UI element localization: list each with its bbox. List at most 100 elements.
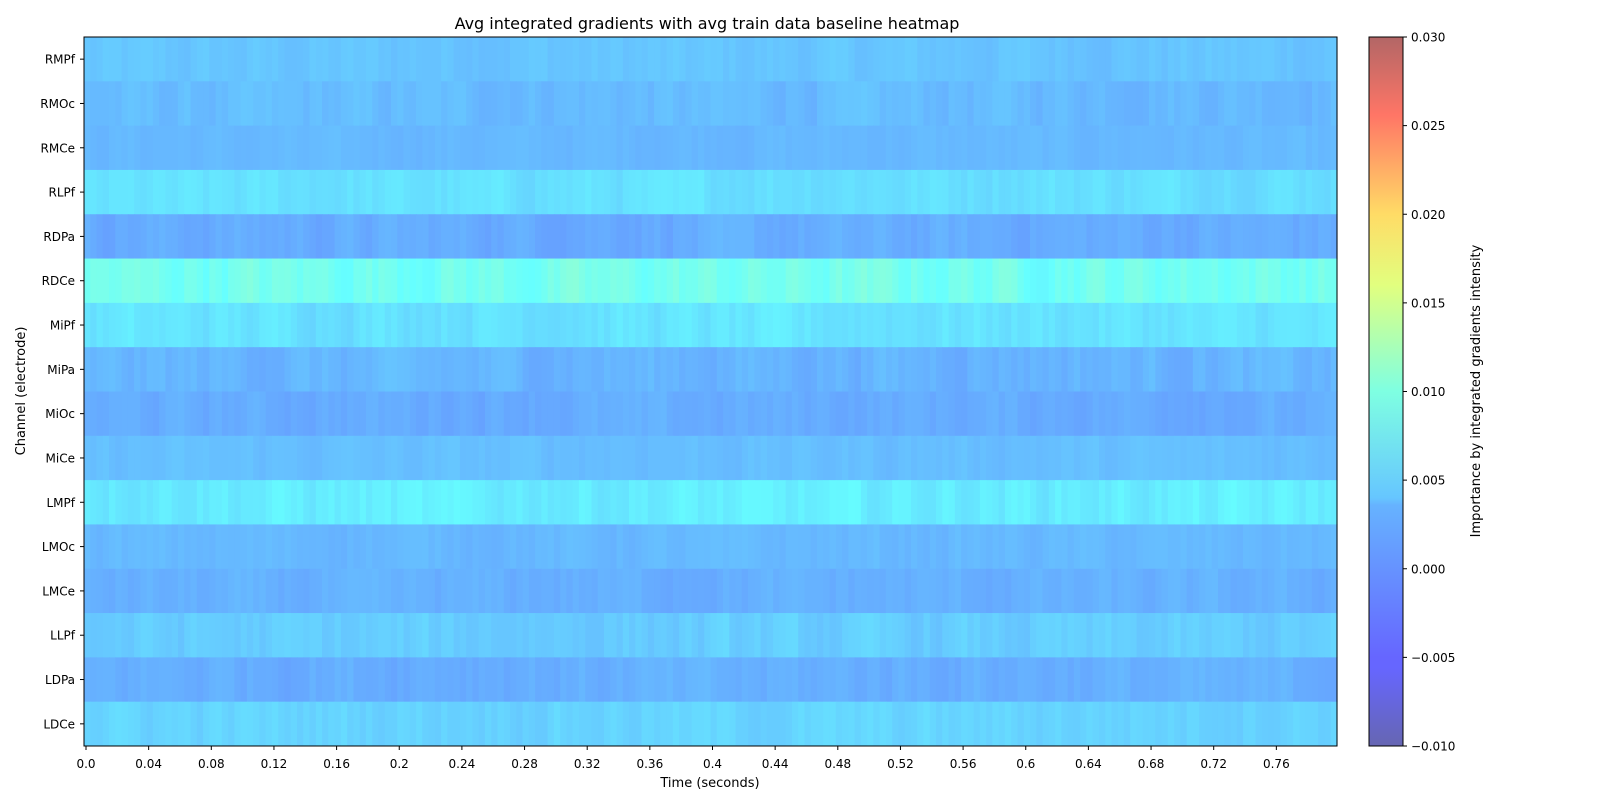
heatmap-cell xyxy=(961,391,968,437)
heatmap-cell xyxy=(459,169,467,215)
heatmap-cell xyxy=(1030,480,1037,525)
heatmap-cell xyxy=(735,214,743,259)
heatmap-cell xyxy=(1186,81,1194,127)
heatmap-cell xyxy=(259,125,267,171)
heatmap-cell xyxy=(1017,524,1025,570)
heatmap-cell xyxy=(610,524,618,570)
heatmap-cell xyxy=(910,657,918,703)
heatmap-cell xyxy=(560,613,567,658)
heatmap-cell xyxy=(1117,37,1125,82)
heatmap-cell xyxy=(459,37,467,82)
heatmap-cell xyxy=(760,568,768,614)
heatmap-cell xyxy=(1011,81,1019,127)
heatmap-cell xyxy=(491,125,499,171)
heatmap-cell xyxy=(102,258,110,304)
heatmap-cell xyxy=(647,657,655,703)
heatmap-cell xyxy=(817,169,824,215)
heatmap-cell xyxy=(353,125,361,171)
heatmap-cell xyxy=(121,568,129,614)
x-tick-label: 0.12 xyxy=(261,757,288,771)
heatmap-cell xyxy=(165,81,173,127)
heatmap-cell xyxy=(234,214,242,259)
heatmap-cell xyxy=(278,37,286,82)
heatmap-cell xyxy=(365,125,373,171)
heatmap-cell xyxy=(84,391,91,437)
heatmap-cell xyxy=(1217,125,1225,171)
heatmap-cell xyxy=(466,125,474,171)
heatmap-cell xyxy=(365,81,373,127)
heatmap-cell xyxy=(472,391,480,437)
heatmap-cell xyxy=(547,701,555,747)
heatmap-cell xyxy=(334,657,342,703)
heatmap-cell xyxy=(854,258,862,304)
heatmap-cell xyxy=(1280,214,1288,259)
heatmap-cell xyxy=(215,435,223,481)
heatmap-cell xyxy=(622,81,630,127)
heatmap-cell xyxy=(484,125,492,171)
heatmap-cell xyxy=(754,391,762,437)
heatmap-cell xyxy=(1255,347,1263,392)
heatmap-cell xyxy=(647,37,655,82)
heatmap-cell xyxy=(359,480,367,525)
heatmap-cell xyxy=(585,480,593,525)
heatmap-cell xyxy=(1149,81,1156,127)
heatmap-cell xyxy=(1255,701,1263,747)
heatmap-cell xyxy=(898,480,906,525)
heatmap-cell xyxy=(1192,613,1200,658)
heatmap-cell xyxy=(867,81,874,127)
heatmap-cell xyxy=(597,347,605,392)
heatmap-cell xyxy=(278,480,286,525)
heatmap-cell xyxy=(1073,524,1081,570)
heatmap-cell xyxy=(804,125,812,171)
heatmap-cell xyxy=(842,480,849,525)
heatmap-cell xyxy=(203,169,210,215)
heatmap-cell xyxy=(867,302,874,348)
heatmap-cell xyxy=(1324,125,1332,171)
heatmap-cell xyxy=(190,37,198,82)
heatmap-cell xyxy=(1324,701,1332,747)
heatmap-cell xyxy=(472,347,480,392)
heatmap-cell xyxy=(265,347,273,392)
heatmap-cell xyxy=(1286,125,1294,171)
heatmap-cell xyxy=(641,81,649,127)
heatmap-cell xyxy=(453,701,461,747)
heatmap-cell xyxy=(1149,214,1156,259)
heatmap-cell xyxy=(917,657,925,703)
heatmap-cell xyxy=(967,125,975,171)
heatmap-cell xyxy=(328,258,336,304)
heatmap-cell xyxy=(666,258,674,304)
heatmap-cell xyxy=(798,37,806,82)
heatmap-cell xyxy=(754,480,762,525)
heatmap-cell xyxy=(572,37,580,82)
heatmap-cell xyxy=(1186,37,1194,82)
heatmap-cell xyxy=(1180,613,1188,658)
heatmap-cell xyxy=(334,613,342,658)
heatmap-cell xyxy=(372,81,380,127)
heatmap-cell xyxy=(754,302,762,348)
heatmap-cell xyxy=(1199,302,1207,348)
heatmap-cell xyxy=(566,214,574,259)
heatmap-cell xyxy=(1261,302,1269,348)
heatmap-cell xyxy=(691,302,699,348)
heatmap-cell xyxy=(278,258,286,304)
heatmap-cell xyxy=(1255,37,1263,82)
heatmap-cell xyxy=(1067,657,1075,703)
heatmap-cell xyxy=(578,613,586,658)
heatmap-cell xyxy=(497,435,505,481)
heatmap-cell xyxy=(948,568,956,614)
heatmap-cell xyxy=(1142,613,1150,658)
heatmap-cell xyxy=(879,568,887,614)
heatmap-cell xyxy=(873,568,881,614)
heatmap-cell xyxy=(315,657,323,703)
heatmap-cell xyxy=(560,302,567,348)
heatmap-cell xyxy=(253,613,261,658)
heatmap-cell xyxy=(322,347,329,392)
heatmap-cell xyxy=(347,435,354,481)
heatmap-cell xyxy=(447,81,455,127)
y-tick-label: LMPf xyxy=(47,496,76,510)
heatmap-cell xyxy=(397,524,405,570)
heatmap-cell xyxy=(547,568,555,614)
heatmap-cell xyxy=(347,613,354,658)
heatmap-cell xyxy=(823,435,831,481)
heatmap-cell xyxy=(1286,258,1294,304)
